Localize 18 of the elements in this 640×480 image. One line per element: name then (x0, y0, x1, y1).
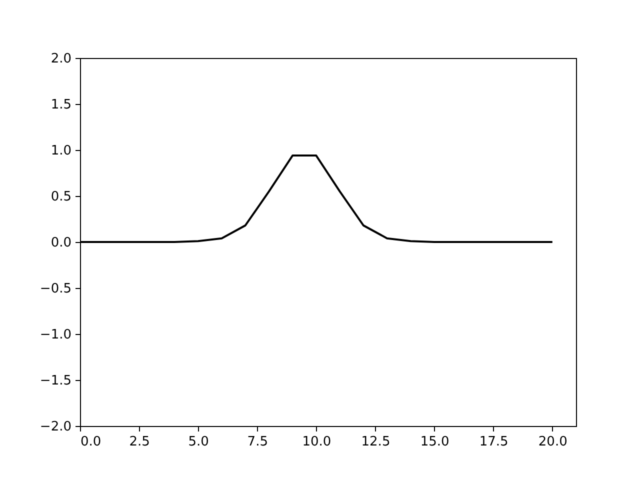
y-tick-label: 2.0 (50, 52, 72, 66)
y-tick-label: 0.0 (50, 236, 72, 250)
y-tick-label: −0.5 (40, 282, 72, 296)
y-tick-label: 0.5 (50, 190, 72, 204)
y-tick-label: −1.0 (40, 328, 72, 342)
x-tick-label: 15.0 (420, 434, 450, 450)
y-tick-label: −2.0 (40, 420, 72, 434)
x-tick-label: 7.5 (247, 434, 268, 450)
x-tick-label: 12.5 (361, 434, 390, 450)
y-tick-label: −1.5 (40, 374, 72, 388)
y-tick-label: 1.5 (50, 98, 72, 112)
y-tick-label: 1.0 (50, 144, 72, 158)
x-tick-label: 5.0 (188, 434, 209, 450)
x-tick-label: 0.0 (80, 434, 102, 450)
x-tick-label: 2.5 (129, 434, 150, 450)
x-tick-label: 10.0 (302, 434, 332, 450)
x-tick-label: 17.5 (479, 434, 508, 450)
x-tick-label: 20.0 (538, 434, 568, 450)
